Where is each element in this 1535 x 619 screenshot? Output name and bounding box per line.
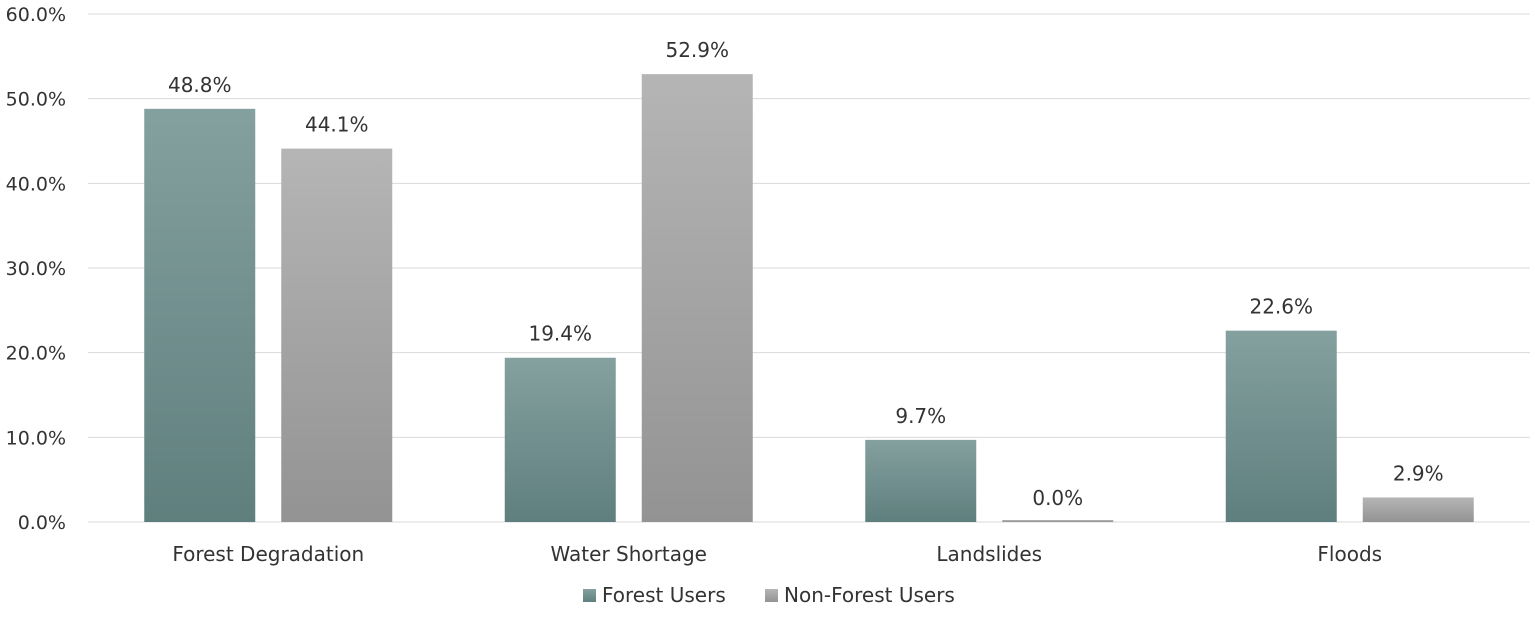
bars (144, 74, 1474, 523)
y-tick-label: 60.0% (6, 4, 66, 26)
x-axis-ticks: Forest Degradation Water Shortage Landslid… (172, 542, 1382, 566)
y-tick-label: 50.0% (6, 89, 66, 111)
legend-label: Forest Users (602, 583, 726, 607)
bar-forest-users-forest-degradation (144, 108, 256, 523)
y-axis-ticks: 0.0% 10.0% 20.0% 30.0% 40.0% 50.0% 60.0% (6, 4, 66, 534)
data-label: 44.1% (305, 113, 369, 137)
data-labels: 48.8% 44.1% 19.4% 52.9% 9.7% 0.0% 22.6% 2.9% (168, 38, 1444, 510)
data-label: 9.7% (895, 404, 946, 428)
x-tick-label: Floods (1317, 542, 1382, 566)
bar-forest-users-landslides (865, 439, 977, 522)
x-tick-label: Landslides (936, 542, 1042, 566)
data-label: 19.4% (528, 322, 592, 346)
x-tick-label: Forest Degradation (172, 542, 364, 566)
y-tick-label: 30.0% (6, 258, 66, 280)
legend-swatch (583, 589, 596, 602)
legend-swatch (765, 589, 778, 602)
data-label: 2.9% (1393, 461, 1444, 485)
bar-non-forest-users-forest-degradation (281, 148, 393, 522)
bar-forest-users-water-shortage (504, 357, 616, 522)
legend: Forest Users Non-Forest Users (583, 583, 955, 607)
bar-non-forest-users-water-shortage (641, 74, 753, 522)
data-label: 48.8% (168, 73, 232, 97)
bar-forest-users-floods (1225, 330, 1337, 522)
x-tick-label: Water Shortage (551, 542, 707, 566)
bar-non-forest-users-landslides (1002, 520, 1114, 522)
y-tick-label: 0.0% (18, 512, 66, 534)
y-tick-label: 10.0% (6, 427, 66, 449)
bar-non-forest-users-floods (1362, 497, 1474, 522)
y-tick-label: 40.0% (6, 173, 66, 195)
legend-label: Non-Forest Users (784, 583, 955, 607)
data-label: 52.9% (665, 38, 729, 62)
data-label: 0.0% (1032, 486, 1083, 510)
y-tick-label: 20.0% (6, 343, 66, 365)
data-label: 22.6% (1249, 295, 1313, 319)
